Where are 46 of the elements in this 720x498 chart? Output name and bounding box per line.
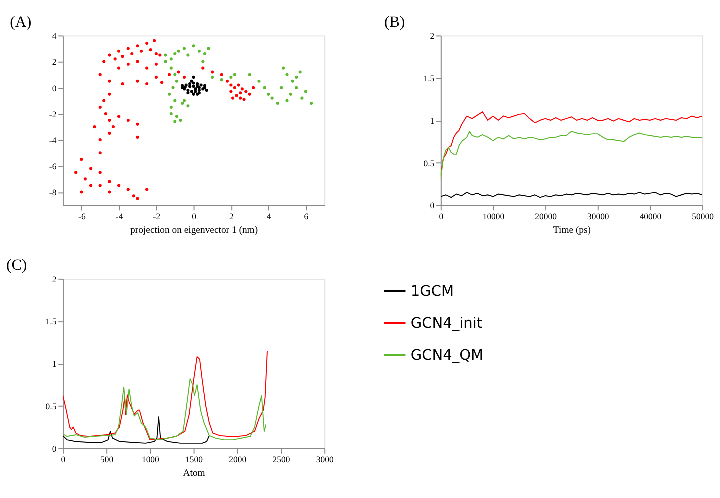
chart-title: (A) [10,14,32,31]
x-tick-label: -6 [78,211,86,222]
y-tick-label: 0 [430,200,436,211]
chart-title: (C) [6,257,28,274]
y-tick-label: 1 [52,359,57,370]
x-tick-label: -4 [116,211,124,222]
chart-title: (B) [384,14,406,31]
x-tick-label: 0 [61,454,66,465]
y-tick-label: 0.5 [46,402,58,412]
x-tick-label: 1500 [186,454,204,465]
legend-label: GCN4_QM [410,348,484,364]
y-tick-label: 1.5 [424,74,436,84]
y-tick-label: -8 [49,188,58,198]
x-tick-label: 10000 [482,211,506,222]
y-tick-label: 2 [52,274,57,284]
x-tick-label: 0 [192,211,198,222]
y-tick-label: 2 [52,57,57,68]
x-tick-label: 2500 [272,454,291,465]
y-tick-label: 1 [430,116,435,126]
x-tick-label: 30000 [587,211,610,222]
legend-label: 1GCM [410,284,454,300]
y-tick-label: 0.5 [424,158,436,168]
x-tick-label: 500 [100,454,114,465]
x-tick-label: 2000 [229,454,248,465]
y-tick-label: -4 [49,135,58,146]
x-tick-label: 0 [439,211,444,222]
legend-label: GCN4_init [410,316,483,332]
x-axis-title: Atom [183,468,206,480]
y-tick-label: 0 [52,83,58,94]
y-tick-label: -2 [49,109,57,120]
x-tick-label: 40000 [640,211,662,222]
y-tick-label: 1.5 [46,316,58,327]
x-tick-label: 20000 [535,211,558,222]
y-tick-label: 2 [430,31,435,42]
x-tick-label: 6 [304,211,310,222]
x-tick-label: 3000 [316,454,334,465]
y-tick-label: 0 [52,444,58,454]
y-tick-label: 4 [52,31,58,42]
x-axis-title: Time (ps) [553,224,592,236]
y-tick-label: -6 [49,162,58,172]
x-tick-label: 2 [229,211,234,222]
x-tick-label: 4 [266,211,272,222]
x-tick-label: 50000 [692,211,715,222]
x-axis-title: projection on eigenvector 1 (nm) [130,224,258,236]
x-tick-label: 1000 [142,454,160,465]
x-tick-label: -2 [153,211,161,222]
